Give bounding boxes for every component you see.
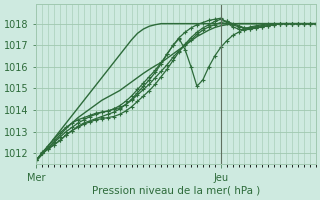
- X-axis label: Pression niveau de la mer( hPa ): Pression niveau de la mer( hPa ): [92, 186, 260, 196]
